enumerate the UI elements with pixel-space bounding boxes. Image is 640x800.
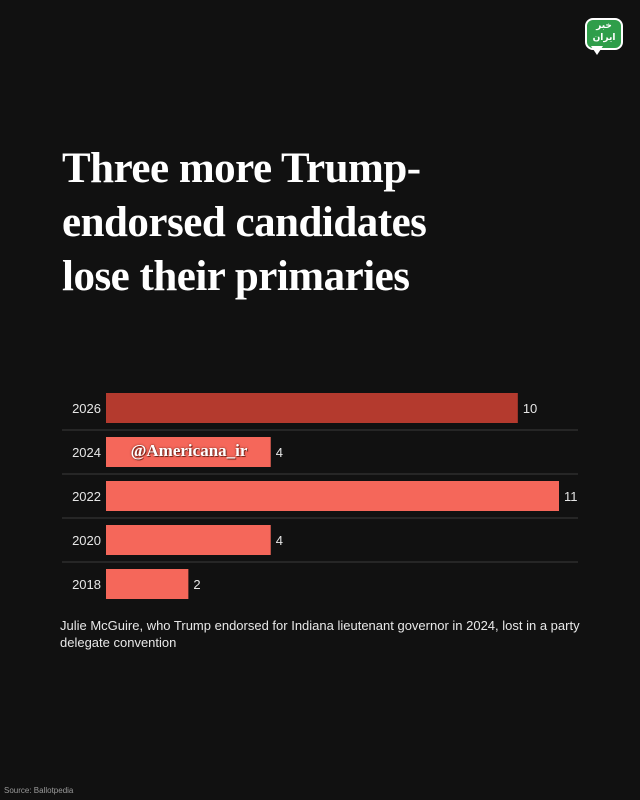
value-label-2024: 4 bbox=[276, 445, 283, 460]
bar-2024 bbox=[106, 437, 271, 467]
bar-2020 bbox=[106, 525, 271, 555]
bar-2018 bbox=[106, 569, 189, 599]
value-label-2026: 10 bbox=[523, 401, 537, 416]
bar-chart: 2026 10 2024 4 2022 11 2020 4 2018 2 bbox=[62, 393, 578, 599]
category-label-2026: 2026 bbox=[72, 401, 101, 416]
source-credit: Source: Ballotpedia bbox=[4, 786, 74, 795]
logo-bubble bbox=[585, 18, 623, 50]
category-label-2020: 2020 bbox=[72, 533, 101, 548]
chart-title: Three more Trump-endorsed candidates los… bbox=[62, 145, 427, 300]
category-label-2018: 2018 bbox=[72, 577, 101, 592]
value-label-2020: 4 bbox=[276, 533, 283, 548]
chart-note: Julie McGuire, who Trump endorsed for In… bbox=[60, 618, 580, 650]
value-label-2022: 11 bbox=[564, 489, 578, 504]
bar-2026 bbox=[106, 393, 518, 423]
bar-2022 bbox=[106, 481, 559, 511]
value-label-2018: 2 bbox=[193, 577, 200, 592]
logo-text: خبر ایران bbox=[592, 21, 616, 43]
brand-logo: خبر ایران bbox=[585, 18, 623, 56]
logo-tail bbox=[591, 46, 603, 55]
category-label-2022: 2022 bbox=[72, 489, 101, 504]
category-label-2024: 2024 bbox=[72, 445, 101, 460]
